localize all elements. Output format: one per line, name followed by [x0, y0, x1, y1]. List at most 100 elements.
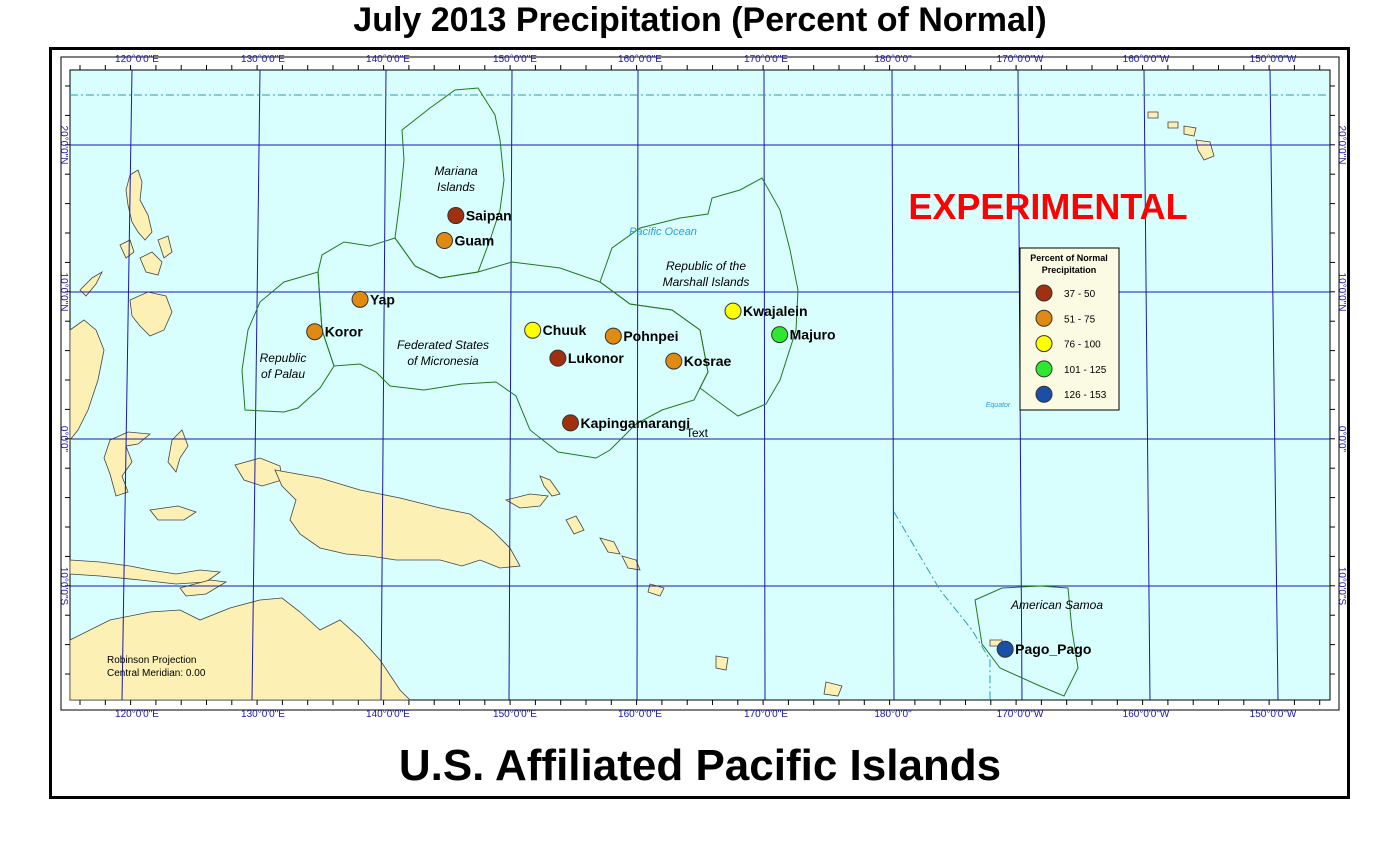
lon-label-bottom-9: 150°0'0"W [1250, 709, 1297, 720]
station-marker-kwajalein[interactable] [724, 302, 742, 320]
ocean-area [69, 69, 1331, 701]
lat-label-right-0: 20°0'0"N [1336, 126, 1347, 165]
legend-label-0: 37 - 50 [1064, 289, 1096, 300]
land-halmahera [167, 429, 189, 473]
station-marker-kosrae[interactable] [665, 352, 683, 370]
land-samar [157, 235, 173, 259]
station-marker-lukonor[interactable] [549, 349, 567, 367]
outline-mariana [394, 87, 505, 279]
land-solomons-2 [621, 555, 641, 571]
lon-label-bottom-0: 120°0'0"E [115, 709, 159, 720]
lon-label-top-1: 130°0'0"E [241, 54, 285, 65]
station-label-saipan: Saipan [466, 208, 512, 224]
meridian-150e [508, 69, 513, 701]
lon-label-top-9: 150°0'0"W [1250, 54, 1297, 65]
land-oahu [1167, 121, 1179, 129]
outline-samoa [974, 585, 1079, 697]
date-line [893, 511, 991, 700]
axis-labels: 120°0'0"E 120°0'0"E 130°0'0"E 130°0'0"E 140°… [58, 54, 1347, 720]
region-label-palau-2: of Palau [261, 367, 305, 381]
lon-label-bottom-4: 160°0'0"E [618, 709, 662, 720]
land-sunda [69, 559, 222, 585]
station-label-majuro: Majuro [790, 327, 836, 343]
station-marker-kapingamarangi[interactable] [561, 414, 579, 432]
lon-label-top-7: 170°0'0"W [997, 54, 1044, 65]
lon-label-top-5: 170°0'0"E [744, 54, 788, 65]
land-timor [179, 579, 228, 597]
lon-label-top-2: 140°0'0"E [366, 54, 410, 65]
lon-label-top-0: 120°0'0"E [115, 54, 159, 65]
land-new-ireland [539, 475, 561, 497]
station-label-yap: Yap [370, 291, 395, 307]
legend-swatch-3 [1035, 360, 1053, 378]
legend-label-1: 51 - 75 [1064, 314, 1096, 325]
meridian-180 [891, 69, 895, 701]
lon-label-bottom-2: 140°0'0"E [366, 709, 410, 720]
ocean-label-pacific: Pacific Ocean [629, 226, 697, 238]
axis-ticks [65, 65, 1335, 705]
legend: Percent of Normal Precipitation 37 - 50 5… [1019, 247, 1120, 411]
station-markers: Saipan Guam Yap Koror Chuuk Pohnpei Lukonor Kos… [306, 207, 1091, 658]
land-mindanao [129, 291, 173, 337]
land-kauai [1147, 111, 1159, 119]
station-marker-pago-pago[interactable] [996, 640, 1014, 658]
region-label-palau-1: Republic [260, 351, 307, 365]
lat-label-left-1: 10°0'0"N [58, 273, 69, 312]
region-label-marshall-2: Marshall Islands [663, 275, 750, 289]
lon-label-top-3: 150°0'0"E [493, 54, 537, 65]
legend-swatch-1 [1035, 309, 1053, 327]
station-marker-yap[interactable] [351, 290, 369, 308]
station-marker-pohnpei[interactable] [604, 327, 622, 345]
lat-label-left-3: 10°0'0"S [58, 567, 69, 606]
legend-label-3: 101 - 125 [1064, 365, 1107, 376]
stray-text-label: Text [686, 426, 709, 440]
meridian-170e [763, 69, 766, 701]
region-outlines [241, 87, 1079, 697]
region-label-fsm-2: of Micronesia [407, 354, 479, 368]
legend-swatch-4 [1035, 385, 1053, 403]
land-fiji [823, 681, 843, 697]
meridian-140e [380, 69, 387, 701]
ocean-label-equator: Equator [986, 402, 1011, 409]
lon-label-bottom-3: 150°0'0"E [493, 709, 537, 720]
central-meridian-label: Central Meridian: 0.00 [107, 668, 206, 679]
region-label-mariana-2: Islands [437, 180, 475, 194]
legend-box [1019, 247, 1120, 411]
legend-swatch-0 [1035, 284, 1053, 302]
legend-title-1: Percent of Normal [1030, 253, 1108, 263]
meridian-160e [636, 69, 639, 701]
station-label-kwajalein: Kwajalein [743, 303, 808, 319]
legend-swatch-2 [1035, 335, 1053, 353]
station-marker-chuuk[interactable] [524, 321, 542, 339]
legend-items: 37 - 50 51 - 75 76 - 100 101 - 125 126 - 153 [1035, 284, 1107, 403]
station-label-kosrae: Kosrae [684, 353, 732, 369]
lon-label-bottom-8: 160°0'0"W [1123, 709, 1170, 720]
land-solomons-1 [599, 537, 621, 555]
station-marker-majuro[interactable] [771, 326, 789, 344]
legend-label-4: 126 - 153 [1064, 390, 1107, 401]
lat-label-right-2: 0°0'0" [1336, 426, 1347, 453]
station-label-pohnpei: Pohnpei [623, 328, 678, 344]
lon-label-bottom-6: 180°0'0" [874, 709, 912, 720]
meridian-150w [1269, 69, 1279, 701]
lon-label-bottom-1: 130°0'0"E [241, 709, 285, 720]
station-label-guam: Guam [454, 233, 494, 249]
station-marker-koror[interactable] [306, 323, 324, 341]
lon-label-bottom-5: 170°0'0"E [744, 709, 788, 720]
projection-label: Robinson Projection [107, 655, 197, 666]
land-sulawesi [103, 431, 151, 497]
land-seram [149, 505, 197, 521]
land-vanuatu [715, 655, 729, 671]
station-label-pago-pago: Pago_Pago [1015, 641, 1091, 657]
station-marker-guam[interactable] [435, 232, 453, 250]
land-masses [69, 111, 1215, 701]
land-visayas [139, 251, 163, 276]
legend-title-2: Precipitation [1042, 265, 1097, 275]
station-marker-saipan[interactable] [447, 207, 465, 225]
land-australia [69, 597, 411, 701]
graticule [70, 69, 1330, 701]
lon-label-bottom-7: 170°0'0"W [997, 709, 1044, 720]
lon-label-top-8: 160°0'0"W [1123, 54, 1170, 65]
lat-label-left-2: 0°0'0" [58, 426, 69, 453]
map-subtitle: U.S. Affiliated Pacific Islands [398, 741, 1002, 790]
